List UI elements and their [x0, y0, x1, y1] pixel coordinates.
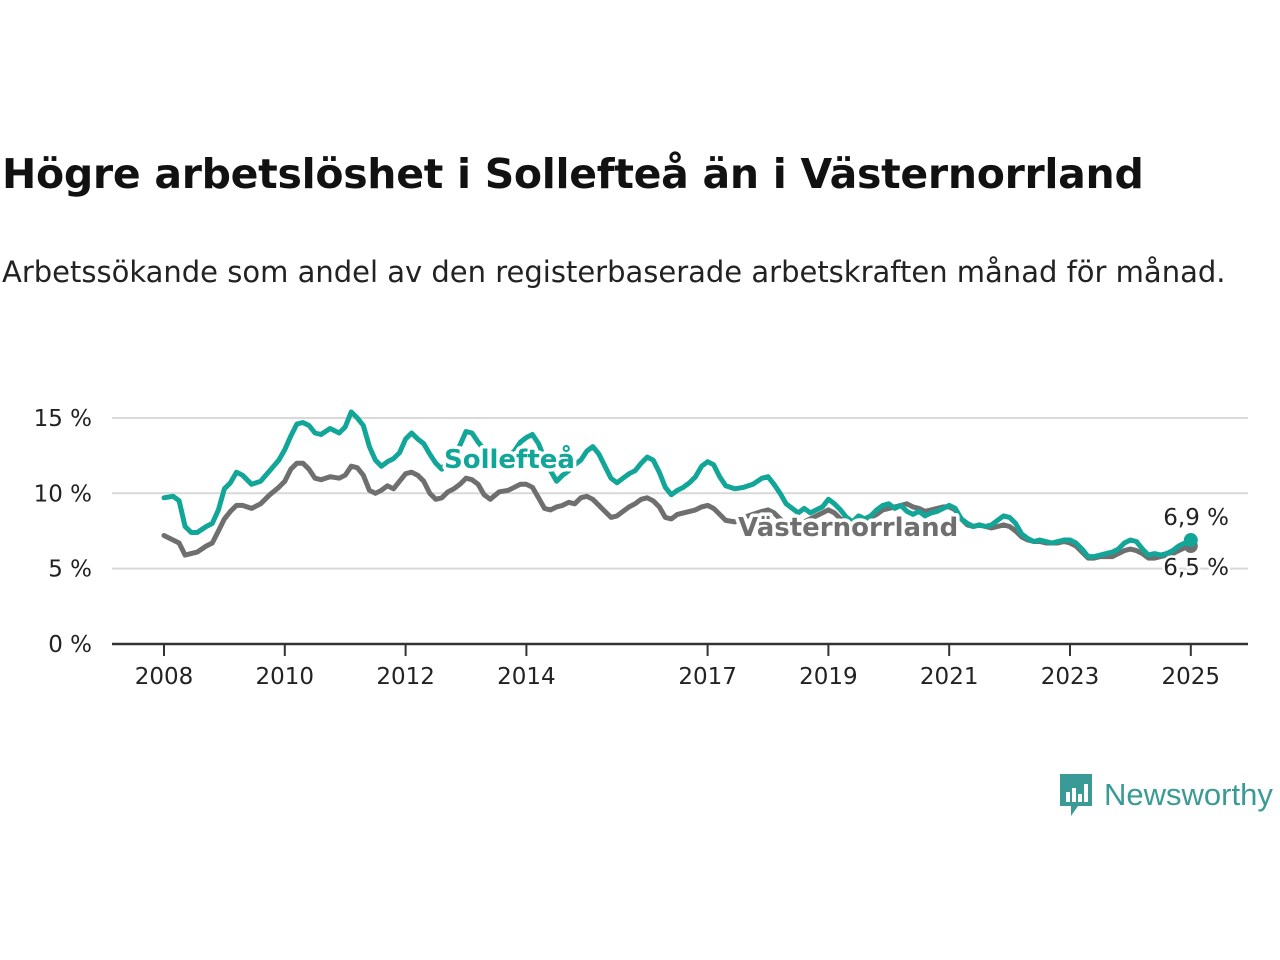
series-label-vasternorrland: Västernorrland: [738, 513, 958, 543]
newsworthy-logo-icon: [1060, 774, 1092, 816]
chart-subtitle: Arbetssökande som andel av den registerb…: [2, 255, 1226, 289]
newsworthy-brand: Newsworthy: [1058, 772, 1273, 818]
series-label-sollefte: Sollefteå: [444, 443, 575, 475]
x-tick-label: 2017: [678, 664, 737, 690]
end-value-label-sollefte: 6,9 %: [1163, 505, 1229, 531]
chart-title: Högre arbetslöshet i Sollefteå än i Väst…: [2, 150, 1144, 198]
x-tick-label: 2008: [135, 664, 194, 690]
x-tick-label: 2010: [256, 664, 315, 690]
x-tick-label: 2012: [376, 664, 435, 690]
axes: 0 % 5 % 10 % 15 % 2008 2010 2012 2014 2017 2019 20…: [34, 406, 1248, 690]
y-tick-label: 0 %: [48, 632, 92, 658]
series-end-point-sollefte: [1183, 533, 1198, 548]
x-tick-label: 2014: [497, 664, 556, 690]
x-tick-label: 2023: [1041, 664, 1100, 690]
x-tick-label: 2021: [920, 664, 979, 690]
gridlines: [112, 416, 1248, 570]
brand-name: Newsworthy: [1104, 777, 1273, 812]
y-tick-label: 15 %: [34, 406, 92, 432]
y-tick-label: 10 %: [34, 481, 92, 507]
x-tick-label: 2019: [799, 664, 858, 690]
end-value-label-vasternorrland: 6,5 %: [1163, 555, 1229, 581]
series-line-vasternorrland: [161, 460, 1194, 561]
series-lines: [161, 409, 1198, 561]
x-tick-label: 2025: [1162, 664, 1221, 690]
y-tick-label: 5 %: [48, 557, 92, 583]
series-labels: Sollefteå Västernorrland 6,9 % 6,5 %: [441, 440, 1232, 584]
series-line-sollefte: [161, 409, 1194, 560]
